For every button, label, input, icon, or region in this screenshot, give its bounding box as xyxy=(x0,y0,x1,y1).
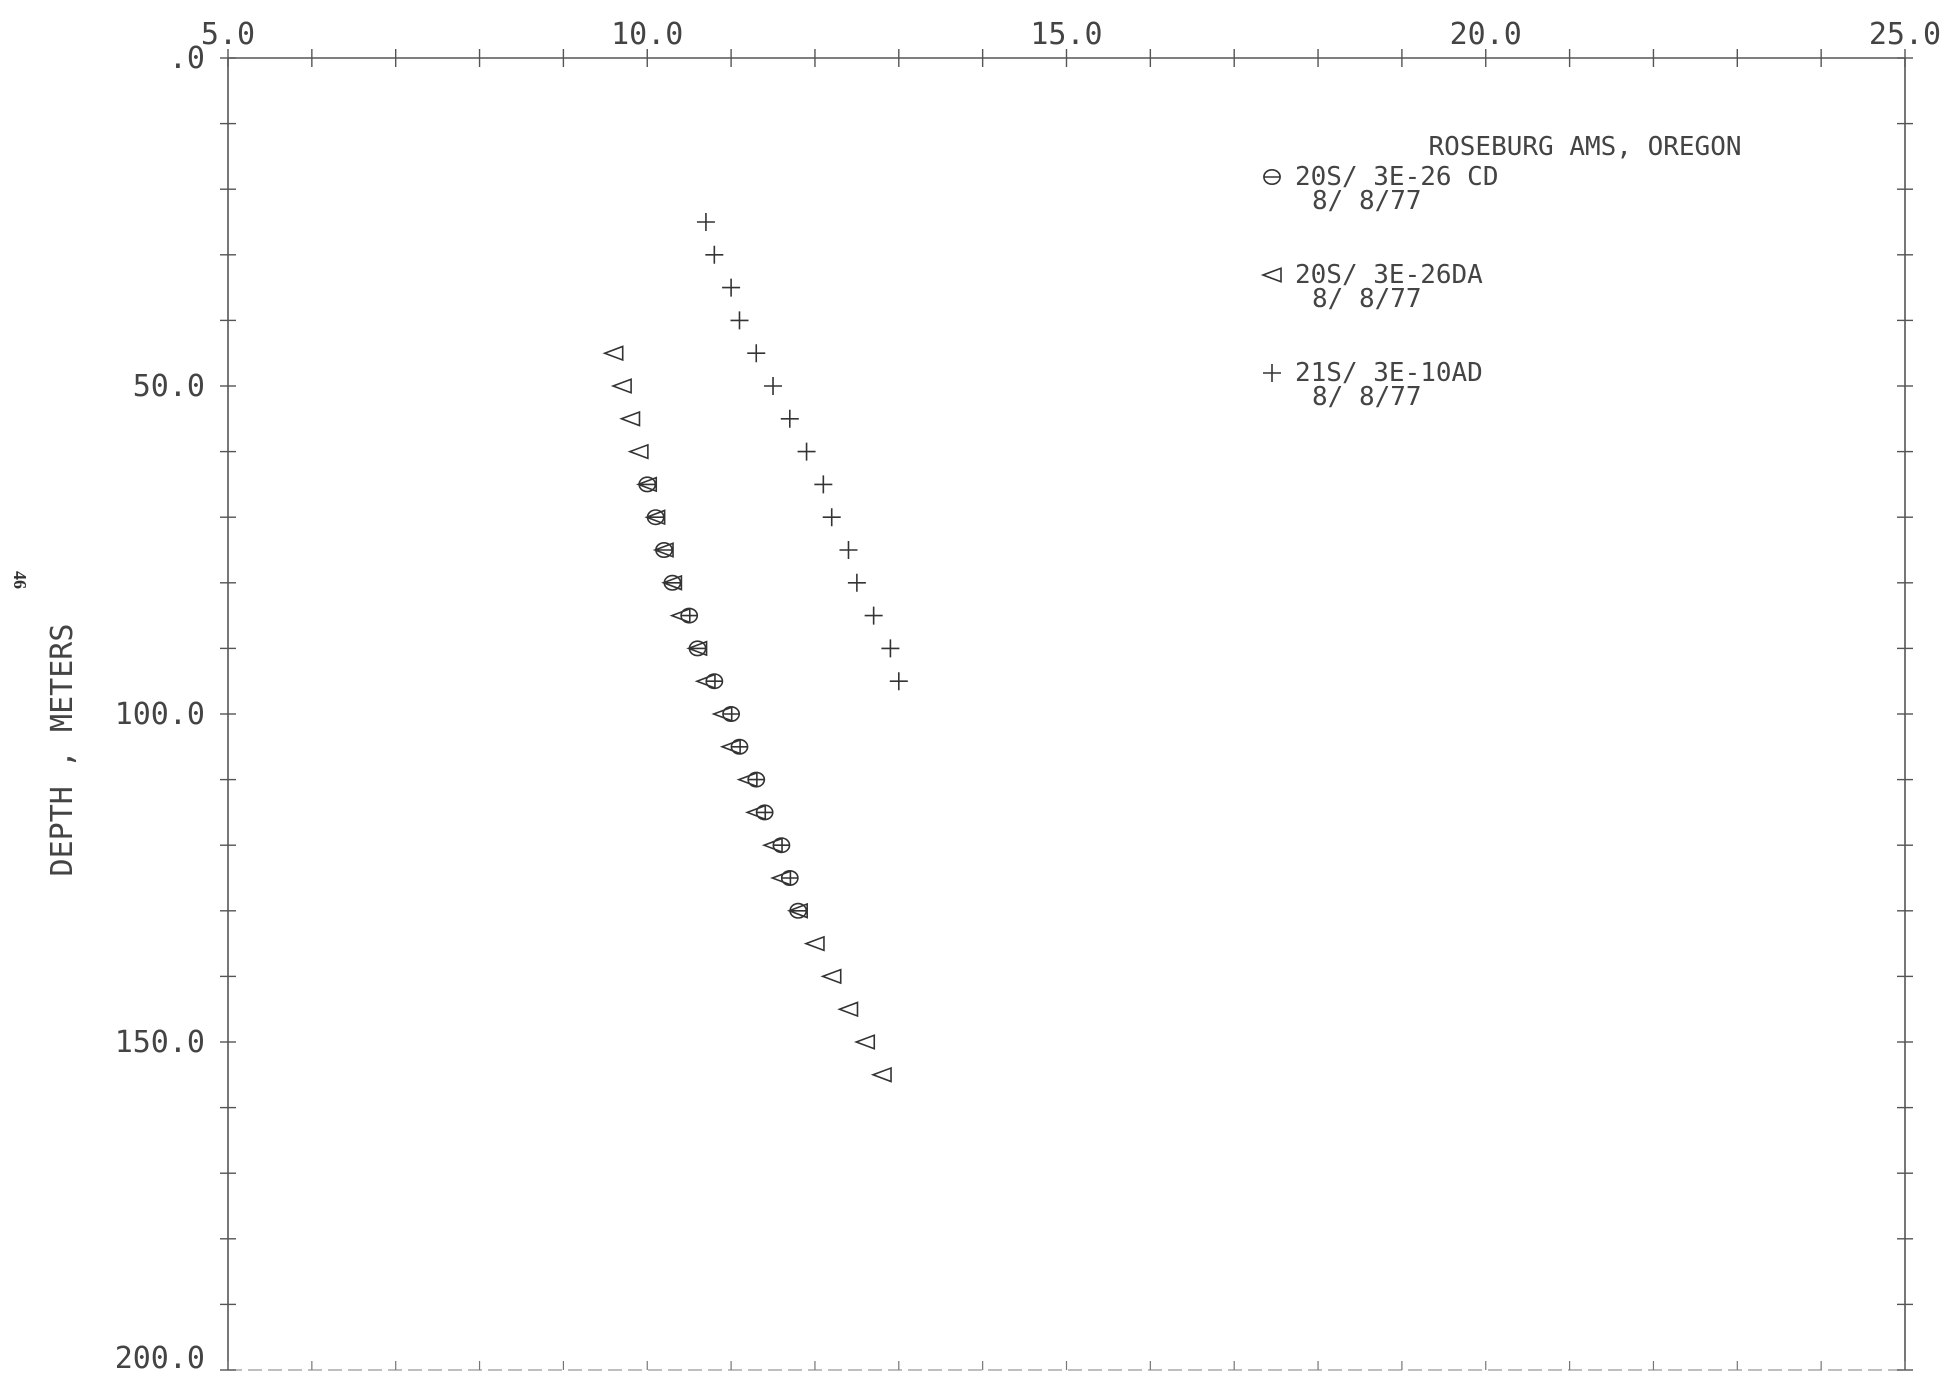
data-point xyxy=(730,311,749,330)
data-point xyxy=(644,509,666,526)
data-point xyxy=(610,378,632,394)
data-point xyxy=(669,607,691,624)
legend-series-date: 8/ 8/77 xyxy=(1312,284,1422,314)
data-point xyxy=(747,344,766,363)
y-axis-ticks: .0 50.0 100.0 150.0 200.0 xyxy=(115,41,1913,1376)
legend-series-name: 21S/ 3E-10AD xyxy=(1295,358,1483,388)
y-tick-label: 150.0 xyxy=(115,1025,205,1060)
data-point xyxy=(870,1066,892,1083)
legend-marker xyxy=(1263,364,1281,382)
data-point xyxy=(619,410,641,427)
data-point xyxy=(853,1034,876,1050)
data-point xyxy=(822,508,841,527)
data-point xyxy=(814,475,833,494)
data-point xyxy=(661,574,683,591)
data-point xyxy=(797,442,816,461)
y-tick-label: .0 xyxy=(169,41,205,76)
legend-series-name: 20S/ 3E-26 CD xyxy=(1295,162,1499,192)
legend-marker xyxy=(1263,169,1281,185)
legend-marker xyxy=(1260,267,1282,283)
data-point xyxy=(780,409,799,428)
series-2 xyxy=(696,213,908,691)
data-point xyxy=(627,443,649,460)
x-tick-label: 25.0 xyxy=(1869,17,1941,52)
data-point xyxy=(694,673,716,690)
y-tick-label: 50.0 xyxy=(133,369,205,404)
data-point xyxy=(722,278,741,297)
data-point xyxy=(736,771,758,788)
data-point xyxy=(719,738,741,755)
data-point xyxy=(837,1001,859,1018)
y-tick-label: 100.0 xyxy=(115,697,205,732)
chart-title: ROSEBURG AMS, OREGON xyxy=(1428,132,1741,162)
data-point xyxy=(820,968,842,985)
data-point xyxy=(789,902,808,919)
data-point xyxy=(663,574,682,591)
data-point xyxy=(696,213,715,231)
data-points xyxy=(602,213,908,1083)
data-point xyxy=(646,509,665,526)
legend: ROSEBURG AMS, OREGON 20S/ 3E-26 CD8/ 8/7… xyxy=(1260,132,1742,412)
data-point xyxy=(864,606,883,625)
data-point xyxy=(770,870,792,886)
legend-series-name: 20S/ 3E-26DA xyxy=(1295,260,1483,290)
data-point xyxy=(711,706,733,722)
data-point xyxy=(688,640,707,657)
x-tick-label: 15.0 xyxy=(1030,17,1102,52)
data-point xyxy=(881,639,900,658)
y-axis-label: DEPTH , METERS xyxy=(45,624,80,877)
x-tick-label: 5.0 xyxy=(201,17,255,52)
data-point xyxy=(655,542,673,558)
y-tick-label: 200.0 xyxy=(115,1341,205,1376)
legend-series-date: 8/ 8/77 xyxy=(1312,186,1422,216)
plot-axes xyxy=(227,57,1906,1371)
data-point xyxy=(839,541,858,559)
data-point xyxy=(635,476,658,493)
data-point xyxy=(803,935,825,952)
series-1 xyxy=(602,345,892,1083)
data-point xyxy=(686,640,708,657)
data-point xyxy=(638,476,657,493)
x-tick-label: 20.0 xyxy=(1450,17,1522,52)
legend-series-date: 8/ 8/77 xyxy=(1312,382,1422,412)
data-point xyxy=(602,345,624,362)
data-point xyxy=(705,245,724,264)
data-point xyxy=(847,573,866,592)
data-point xyxy=(744,804,767,821)
x-tick-label: 10.0 xyxy=(611,17,683,52)
data-point xyxy=(652,542,674,558)
data-point xyxy=(761,837,783,854)
data-point xyxy=(786,902,808,919)
x-axis-ticks: 5.0 10.0 15.0 20.0 25.0 xyxy=(201,17,1941,1370)
data-point xyxy=(889,672,908,691)
data-point xyxy=(764,377,783,395)
